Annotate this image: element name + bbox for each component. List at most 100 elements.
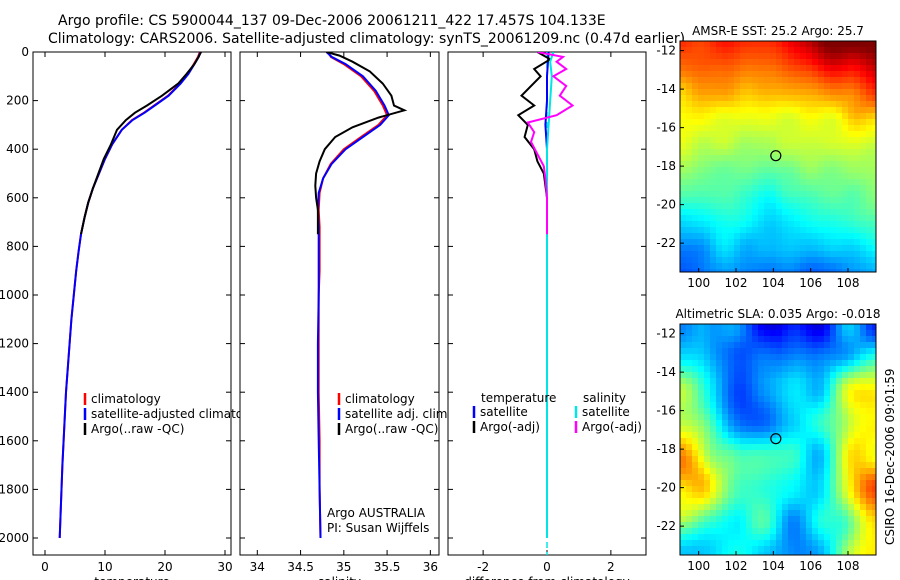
sst_map-cell: [704, 239, 711, 246]
sla_map-cell: [686, 366, 693, 373]
sst_map-cell: [854, 269, 861, 273]
sst_map-cell: [776, 83, 783, 90]
sla_map-cell: [710, 462, 717, 469]
sst_map-cell: [698, 251, 705, 258]
sla_map-cell: [746, 552, 753, 556]
sla_map-cell: [680, 390, 687, 397]
sla_map-cell: [740, 474, 747, 481]
sla_map-cell: [698, 378, 705, 385]
sla_map-cell: [692, 528, 699, 535]
sst_map-cell: [794, 191, 801, 198]
salinity-series-argo-raw-qc-: [314, 52, 408, 235]
sla_map-cell: [698, 402, 705, 409]
sla_map-cell: [800, 396, 807, 403]
sst_map-cell: [866, 197, 873, 204]
sst_map-cell: [764, 131, 771, 138]
sla_map-cell: [830, 522, 837, 529]
sla_map-cell: [752, 402, 759, 409]
sla_map-cell: [800, 360, 807, 367]
sst_map-cell: [812, 143, 819, 150]
sla_map-cell: [686, 414, 693, 421]
sst_map-cell: [728, 113, 735, 120]
sla_map-cell: [824, 474, 831, 481]
sla_map-cell: [776, 540, 783, 547]
sla_map-cell: [800, 372, 807, 379]
sla_map-cell: [758, 444, 765, 451]
sst_map-cell: [866, 227, 873, 234]
sst_map-cell: [788, 143, 795, 150]
sst_map-cell: [680, 137, 687, 144]
sla_map-cell: [776, 474, 783, 481]
sla_map-cell: [764, 366, 771, 373]
sst_map-cell: [728, 95, 735, 102]
sst_map-cell: [752, 137, 759, 144]
sst_map-cell: [740, 119, 747, 126]
sla_map-cell: [818, 414, 825, 421]
sst_map-cell: [728, 269, 735, 273]
sst_map-cell: [764, 227, 771, 234]
sla_map-cell: [764, 438, 771, 445]
sla_map-cell: [764, 486, 771, 493]
sla_map-cell: [770, 540, 777, 547]
sst_map-cell: [812, 215, 819, 222]
sla_map-cell: [734, 456, 741, 463]
sst_map-cell: [692, 179, 699, 186]
sst_map-cell: [746, 269, 753, 273]
sla_map-cell: [794, 414, 801, 421]
sst_map-cell: [848, 269, 855, 273]
sla_map-cell: [764, 342, 771, 349]
sst_map-cell: [752, 71, 759, 78]
sla_map-cell: [794, 444, 801, 451]
sla_map-cell: [686, 354, 693, 361]
sst_map-cell: [800, 221, 807, 228]
sla_map-cell: [848, 492, 855, 499]
sst_map-cell: [788, 59, 795, 66]
sst_map-cell: [836, 191, 843, 198]
sst_map-cell: [758, 167, 765, 174]
sst_map-cell: [776, 269, 783, 273]
sst_map-cell: [872, 83, 877, 90]
sst_map-cell: [866, 233, 873, 240]
sla_map-cell: [686, 372, 693, 379]
sst_map-cell: [830, 71, 837, 78]
sst_map-cell: [788, 263, 795, 270]
sst_map-cell: [860, 95, 867, 102]
sst_map-cell: [722, 203, 729, 210]
sla_map-cell: [860, 336, 867, 343]
sla_map-cell: [800, 450, 807, 457]
sst_map-cell: [782, 203, 789, 210]
sla_map-cell: [800, 546, 807, 553]
sst_map-cell: [710, 119, 717, 126]
sla_map-cell: [716, 522, 723, 529]
sst_map-cell: [722, 71, 729, 78]
sst_map-cell: [806, 167, 813, 174]
sla_map-cell: [698, 444, 705, 451]
temperature-ytick-label: 1400: [0, 385, 29, 399]
sla_map-cell: [842, 402, 849, 409]
sst_map-cell: [800, 251, 807, 258]
sla_map-cell: [836, 534, 843, 541]
sst_map-cell: [692, 221, 699, 228]
sst_map-cell: [866, 53, 873, 60]
sst_map-cell: [758, 83, 765, 90]
sla_map-cell: [800, 468, 807, 475]
sst_map-cell: [842, 155, 849, 162]
sst_map-cell: [722, 185, 729, 192]
sla_map-cell: [776, 372, 783, 379]
sla_map-cell: [872, 510, 877, 517]
sst_map-cell: [824, 53, 831, 60]
sst_map-cell: [812, 161, 819, 168]
sla_map-cell: [848, 360, 855, 367]
sst_map-cell: [848, 101, 855, 108]
sla_map-cell: [806, 378, 813, 385]
sst_map-cell: [704, 149, 711, 156]
sst_map-cell: [740, 197, 747, 204]
sst_map-cell: [860, 143, 867, 150]
sla_map-cell: [740, 432, 747, 439]
sla_map-cell: [758, 546, 765, 553]
sst_map-cell: [800, 131, 807, 138]
sst_map-cell: [806, 203, 813, 210]
sst_map-cell: [770, 257, 777, 264]
sst_map-cell: [692, 71, 699, 78]
sla_map-cell: [782, 426, 789, 433]
